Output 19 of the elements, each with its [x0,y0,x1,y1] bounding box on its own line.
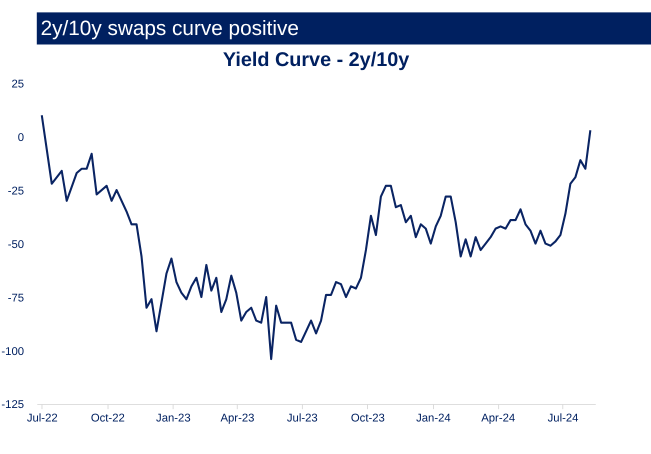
x-tick-label: Jul-23 [286,412,318,424]
x-tick-label: Jul-24 [548,412,578,424]
x-tick-label: Apr-24 [481,412,516,424]
chart-title: 2y/10y swaps curve positive [40,17,299,40]
x-tick-label: Oct-23 [350,412,385,424]
y-tick-label: -125 [1,399,24,412]
x-tick-label: Jan-23 [156,412,191,424]
line-series [40,114,592,360]
x-tick-label: Apr-23 [220,412,254,424]
y-tick-label: -25 [8,185,24,198]
y-tick-label: -100 [1,346,24,358]
y-tick-label: 0 [18,132,24,144]
y-tick-label: -75 [8,292,24,304]
x-tick-label: Jan-24 [416,412,451,424]
chart-subtitle: Yield Curve - 2y/10y [222,49,410,72]
x-tick-label: Oct-22 [90,412,125,424]
y-tick-label: -50 [8,238,24,251]
x-tick-label: Jul-22 [26,412,58,424]
y-tick-label: 25 [11,78,24,90]
